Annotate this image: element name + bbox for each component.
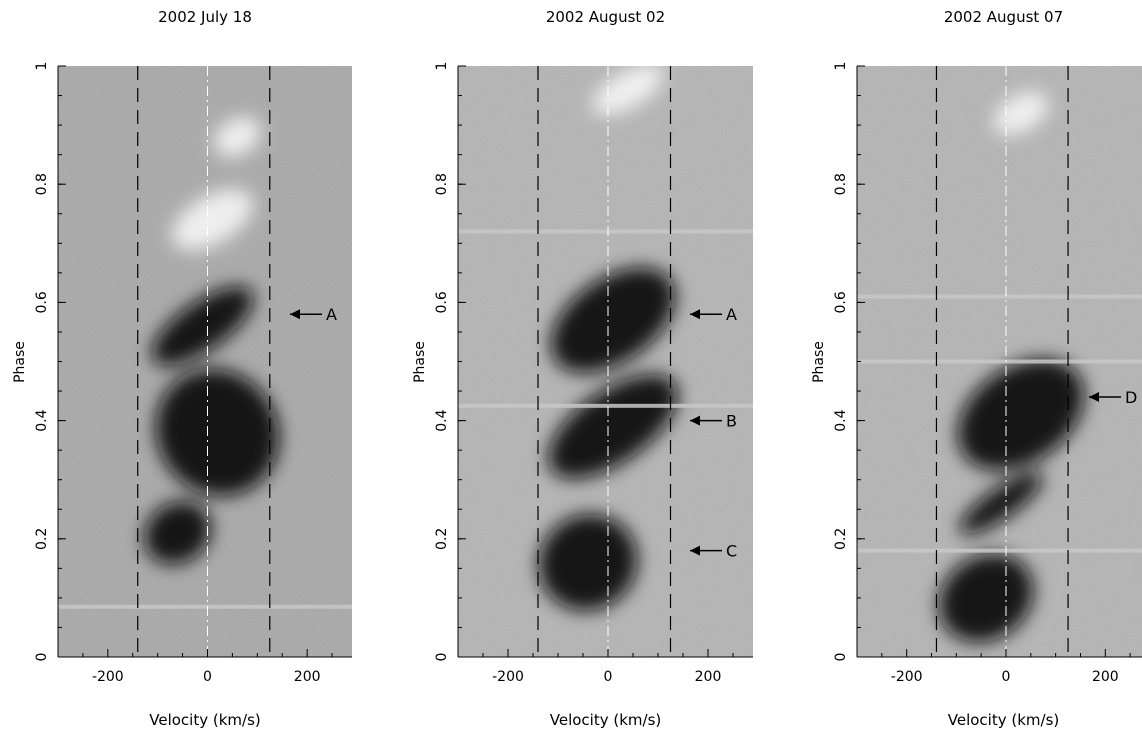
absorption-feature — [939, 553, 1034, 643]
y-tick-label: 0.8 — [833, 173, 849, 195]
y-tick-label: 0.4 — [434, 409, 450, 431]
marker-label: A — [726, 305, 737, 324]
marker-arrow-head — [690, 309, 700, 320]
marker-D: D — [1089, 388, 1137, 407]
y-tick-label: 0.2 — [833, 528, 849, 550]
y-tick-label: 0.2 — [434, 528, 450, 550]
y-tick-label: 0.6 — [833, 291, 849, 313]
marker-arrow-head — [290, 309, 300, 320]
panel-2: 2002 August 02 -200 0 200 0 0.2 0.4 0.6 0.8 1 Velo… — [412, 8, 753, 729]
x-tick-label: -200 — [891, 669, 923, 685]
absorption-feature — [538, 514, 638, 611]
image-noise — [58, 66, 352, 657]
x-tick-label: -200 — [92, 669, 124, 685]
panel-1: 2002 July 18 -200 0 200 0 0.2 0.4 0.6 0.8 1 Veloci… — [12, 8, 352, 729]
absorption-feature — [550, 267, 676, 373]
y-axis-label: Phase — [412, 341, 428, 383]
x-axis-label: Velocity (km/s) — [948, 711, 1059, 729]
marker-arrow-head — [690, 545, 700, 556]
x-tick-label: 0 — [1002, 669, 1011, 685]
y-tick-label: 0.6 — [34, 291, 50, 313]
y-tick-label: 0.8 — [434, 173, 450, 195]
horizontal-streak — [458, 229, 753, 234]
y-tick-label: 0.8 — [34, 173, 50, 195]
spectrum-image — [857, 66, 1142, 657]
marker-C: C — [690, 542, 737, 561]
marker-A: A — [290, 305, 337, 324]
marker-label: A — [326, 305, 337, 324]
horizontal-streak — [58, 604, 352, 609]
y-tick-label: 1 — [34, 62, 50, 71]
horizontal-streak — [857, 294, 1142, 299]
absorption-feature — [548, 374, 678, 479]
emission-feature — [214, 117, 261, 157]
marker-arrow-head — [1089, 391, 1099, 402]
emission-feature — [592, 66, 664, 115]
absorption-feature — [959, 472, 1043, 535]
spectrum-image — [58, 66, 352, 657]
x-axis-label: Velocity (km/s) — [550, 711, 661, 729]
y-tick-label: 1 — [833, 62, 849, 71]
marker-arrow-head — [690, 415, 700, 426]
panel-title: 2002 July 18 — [158, 8, 252, 26]
absorption-feature — [957, 359, 1084, 471]
panel-title: 2002 August 02 — [546, 8, 665, 26]
x-axis-label: Velocity (km/s) — [149, 711, 260, 729]
y-tick-label: 0.4 — [34, 409, 50, 431]
panel-3: 2002 August 07 -200 0 200 0 0.2 0.4 0.6 0.8 1 Velo… — [811, 8, 1142, 729]
y-tick-label: 0.6 — [434, 291, 450, 313]
absorption-feature — [155, 369, 280, 496]
horizontal-streak — [857, 359, 1142, 364]
marker-label: C — [726, 542, 737, 561]
horizontal-streak — [458, 403, 753, 408]
y-tick-label: 0.2 — [34, 528, 50, 550]
emission-feature — [171, 189, 254, 251]
marker-label: D — [1125, 388, 1137, 407]
x-tick-label: 200 — [294, 669, 321, 685]
panel-title: 2002 August 07 — [944, 8, 1063, 26]
x-tick-label: 0 — [604, 669, 613, 685]
y-tick-label: 0 — [833, 653, 849, 662]
y-tick-label: 0 — [34, 653, 50, 662]
marker-B: B — [690, 412, 737, 431]
x-tick-label: -200 — [492, 669, 524, 685]
x-tick-label: 200 — [695, 669, 722, 685]
marker-A: A — [690, 305, 737, 324]
y-tick-label: 1 — [434, 62, 450, 71]
emission-feature — [993, 91, 1049, 135]
y-tick-label: 0 — [434, 653, 450, 662]
x-tick-label: 200 — [1092, 669, 1119, 685]
y-tick-label: 0.4 — [833, 409, 849, 431]
x-tick-label: 0 — [203, 669, 212, 685]
marker-label: B — [726, 412, 737, 431]
spectrum-image — [458, 66, 753, 657]
y-axis-label: Phase — [811, 341, 827, 383]
horizontal-streak — [857, 548, 1142, 553]
y-axis-label: Phase — [12, 341, 28, 383]
absorption-feature — [151, 286, 254, 366]
absorption-feature — [144, 501, 211, 565]
